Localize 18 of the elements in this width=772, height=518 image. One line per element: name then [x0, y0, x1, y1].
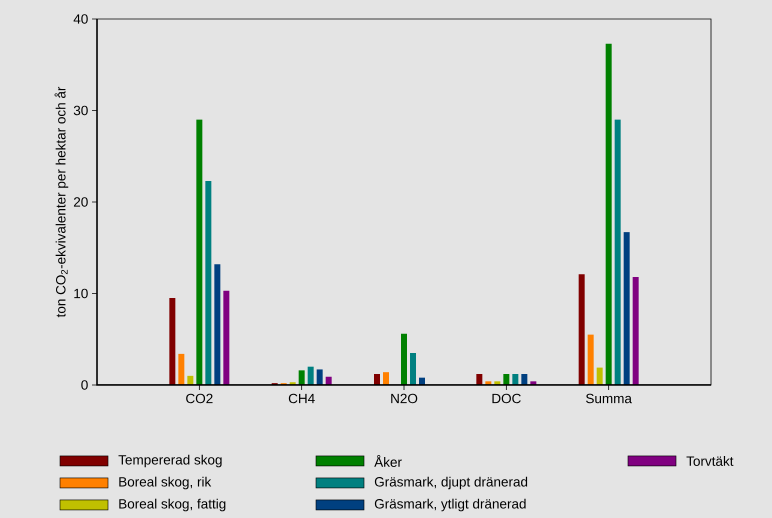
x-tick-label: CH4 [288, 394, 315, 404]
legend-label: Gräsmark, djupt dränerad [374, 476, 528, 490]
x-tick-label: DOC [492, 394, 521, 404]
y-tick-label: 0 [81, 380, 88, 390]
legend-label: Åker [374, 455, 402, 467]
y-tick-label: 30 [74, 106, 88, 116]
x-tick-label: Summa [586, 394, 632, 404]
legend-label: Boreal skog, fattig [119, 498, 226, 512]
legend-label: Tempererad skog [118, 454, 222, 468]
y-tick-label: 20 [74, 197, 88, 207]
x-tick-label: N2O [391, 394, 418, 404]
x-tick-label: CO2 [186, 394, 213, 404]
y-axis-title: ton CO$_{2}$-ekvivalenter per hektar och år [54, 86, 68, 318]
y-tick-label: 10 [74, 288, 88, 298]
legend-label: Torvtäkt [686, 456, 734, 466]
legend-label: Boreal skog, rik [119, 476, 212, 490]
legend-label: Gräsmark, ytligt dränerad [374, 498, 526, 512]
y-tick-label: 40 [74, 14, 88, 24]
